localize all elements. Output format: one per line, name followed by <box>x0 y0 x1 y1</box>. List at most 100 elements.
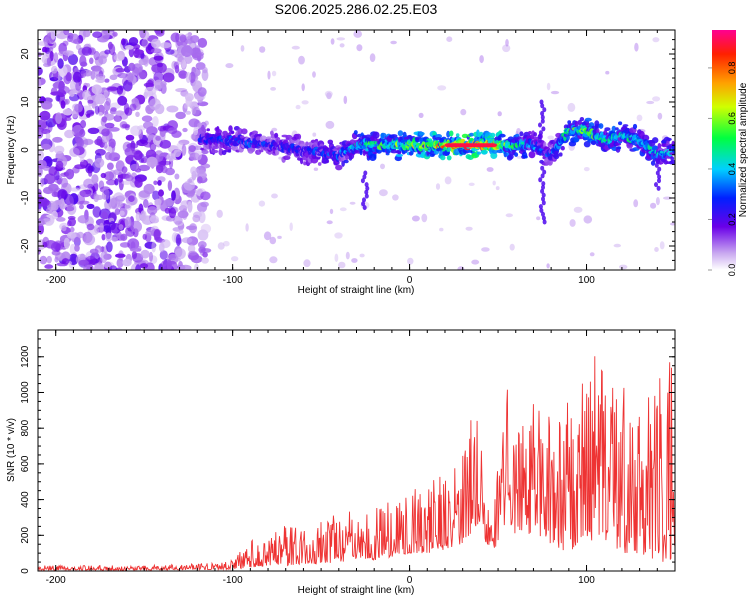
heatmap-blob <box>541 200 546 206</box>
heatmap-blob <box>153 55 164 61</box>
heatmap-blob <box>143 55 150 67</box>
heatmap-blob <box>491 149 498 154</box>
heatmap-blob <box>117 194 127 200</box>
heatmap-blob <box>656 159 660 164</box>
heatmap-blob <box>336 37 346 41</box>
heatmap-blob <box>173 149 181 158</box>
heatmap-blob <box>147 206 158 215</box>
heatmap-blob <box>174 65 180 74</box>
heatmap-blob <box>150 48 162 54</box>
heatmap-blob <box>67 54 79 65</box>
heatmap-blob <box>263 231 272 241</box>
heatmap-blob <box>145 184 154 190</box>
heatmap-blob <box>533 132 537 137</box>
heatmap-blob <box>154 85 163 91</box>
heatmap-blob <box>201 257 209 264</box>
heatmap-blob <box>498 133 506 138</box>
heatmap-blob <box>121 123 131 129</box>
heatmap-blob <box>509 243 515 251</box>
heatmap-blob <box>150 143 157 151</box>
heatmap-blob <box>657 174 662 180</box>
heatmap-blob <box>103 188 110 200</box>
heatmap-blob <box>101 133 110 144</box>
heatmap-blob <box>68 217 76 227</box>
heatmap-blob <box>189 71 196 84</box>
x-tick-label: -200 <box>46 575 66 586</box>
heatmap-blob <box>179 34 187 43</box>
x-tick-label: 100 <box>578 275 595 286</box>
heatmap-blob <box>550 90 560 95</box>
heatmap-blob <box>115 67 125 73</box>
heatmap-blob <box>397 150 402 155</box>
heatmap-blob <box>541 181 546 187</box>
heatmap-blob <box>613 243 621 248</box>
heatmap-blob <box>55 160 64 169</box>
heatmap-blob <box>100 30 110 41</box>
heatmap-blob <box>107 86 119 91</box>
heatmap-blob <box>100 251 108 263</box>
heatmap-blob <box>546 263 550 269</box>
heatmap-blob <box>519 131 524 137</box>
heatmap-blob <box>98 55 107 65</box>
heatmap-blob <box>69 226 75 233</box>
heatmap-blob <box>654 247 659 252</box>
heatmap-blob <box>125 134 135 141</box>
colorbar-tick-label: 0.4 <box>727 163 737 176</box>
heatmap-blob <box>175 33 180 42</box>
heatmap-blob <box>60 100 66 109</box>
heatmap-blob <box>39 110 51 121</box>
heatmap-blob <box>195 150 203 161</box>
heatmap-blob <box>121 166 128 174</box>
heatmap-blob <box>130 125 142 136</box>
heatmap-blob <box>42 241 48 248</box>
heatmap-blob <box>85 83 91 88</box>
heatmap-blob <box>38 41 48 46</box>
y-tick-label: 10 <box>20 96 31 108</box>
heatmap-blob <box>392 194 399 201</box>
heatmap-blob <box>359 253 365 258</box>
heatmap-blob <box>197 122 203 128</box>
heatmap-blob <box>490 132 496 138</box>
heatmap-blob <box>188 250 198 256</box>
heatmap-blob <box>52 136 63 143</box>
heatmap-blob <box>670 222 675 226</box>
colorbar-tick-label: 0.8 <box>727 62 737 75</box>
heatmap-blob <box>468 132 475 137</box>
heatmap-blob <box>228 125 233 132</box>
heatmap-blob <box>418 131 425 136</box>
heatmap-blob <box>175 234 181 247</box>
heatmap-blob <box>397 130 404 137</box>
spectrogram-x-label: Height of straight line (km) <box>298 285 415 296</box>
heatmap-blob <box>567 102 576 112</box>
heatmap-blob <box>546 82 551 91</box>
heatmap-blob <box>303 161 307 166</box>
heatmap-blob <box>65 168 75 180</box>
heatmap-blob <box>103 141 108 149</box>
heatmap-blob <box>117 72 129 79</box>
heatmap-blob <box>86 203 95 209</box>
heatmap-blob <box>495 186 500 191</box>
heatmap-blob <box>455 133 460 138</box>
heatmap-blob <box>87 99 94 104</box>
spectrogram-y-label: Frequency (Hz) <box>6 116 17 185</box>
heatmap-blob <box>149 251 153 262</box>
heatmap-blob <box>312 132 317 137</box>
heatmap-blob <box>538 177 543 183</box>
heatmap-blob <box>457 266 465 270</box>
heatmap-blob <box>139 263 149 269</box>
heatmap-blob <box>159 160 172 166</box>
heatmap-blob <box>540 173 545 179</box>
heatmap-blob <box>188 118 200 128</box>
heatmap-blob <box>329 208 334 215</box>
heatmap-blob <box>538 204 543 210</box>
heatmap-blob <box>61 225 67 232</box>
heatmap-blob <box>657 178 661 184</box>
heatmap-blob <box>541 196 545 202</box>
heatmap-blob <box>152 116 159 127</box>
heatmap-blob <box>295 133 302 140</box>
heatmap-blob <box>583 167 590 172</box>
heatmap-blob <box>192 106 200 116</box>
heatmap-blob <box>94 262 105 269</box>
heatmap-blob <box>171 130 182 138</box>
